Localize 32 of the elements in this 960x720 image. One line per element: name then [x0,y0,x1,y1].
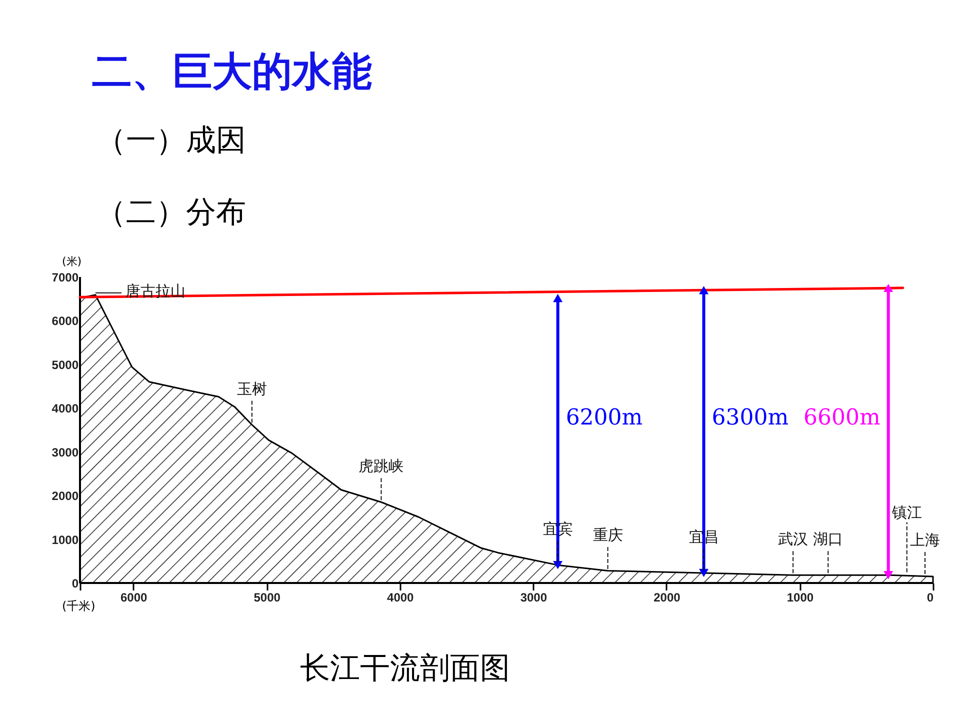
y-tick-label: 2000 [52,489,79,504]
y-tick-label: 0 [72,576,79,590]
annotation: 上海 [910,531,940,550]
x-tick-label: 3000 [520,590,548,604]
x-tick-label: 2000 [654,590,681,604]
series-label: 6600m [803,406,880,431]
y-tick-label: 5000 [52,358,79,372]
chart-subtitle: （一）成因 [96,122,246,160]
x-tick-label: 6000 [120,590,148,604]
annotation: 湖口 [813,530,844,548]
y-tick-label: 6000 [52,314,79,328]
y-tick-label: 7000 [52,270,79,284]
x-tick-label: 5000 [254,590,281,604]
text: （二）分布 [96,194,246,232]
y-axis-title: (米) [62,254,82,269]
x-tick-label: 1000 [786,590,814,604]
x-tick-label: 4000 [387,590,414,604]
y-tick-label: 4000 [52,402,79,416]
annotation: 镇江 [890,503,922,522]
annotation: 武汉 [778,530,808,548]
y-tick-label: 1000 [52,532,79,547]
annotation: 虎跳峡 [358,457,404,476]
annotation: 唐古拉山 [125,282,186,300]
series-label: 6200m [566,406,643,431]
chart-title: 二、巨大的水能 [92,48,372,97]
text: 长江干流剖面图 [299,650,511,688]
annotation: 重庆 [592,526,623,544]
series-label: 6300m [712,406,789,431]
x-axis-title: (千米) [62,598,96,615]
annotation: 玉树 [236,380,267,398]
y-tick-label: 3000 [52,445,79,460]
x-tick-label: 0 [926,590,934,604]
